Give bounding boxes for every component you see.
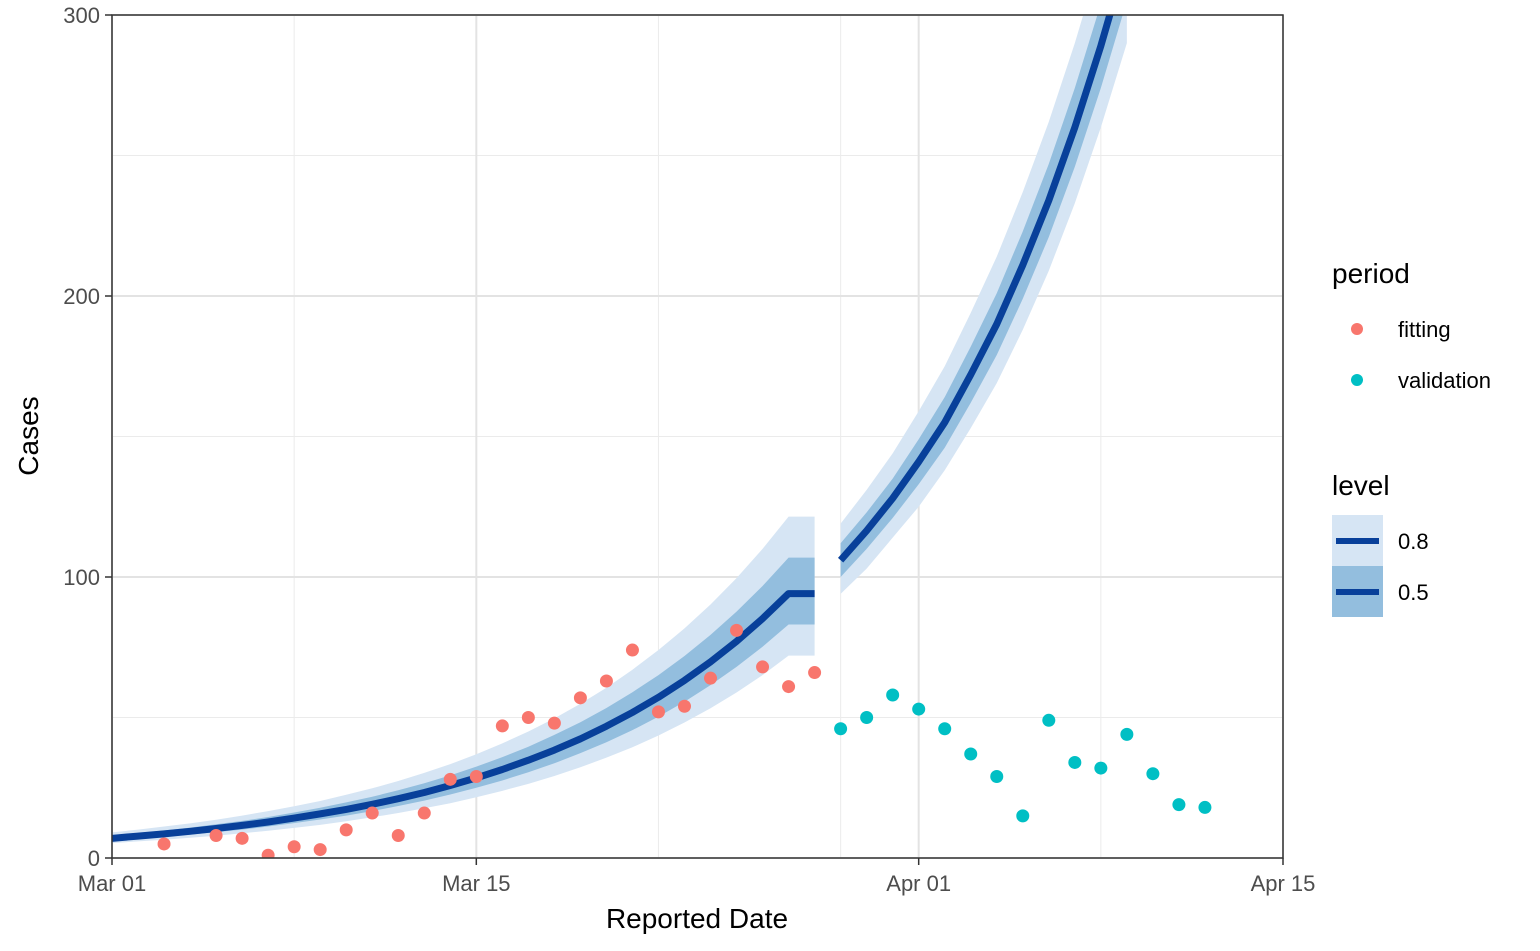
point-fitting [443,772,457,786]
point-fitting [469,770,483,784]
legend-label-80: 0.8 [1398,529,1429,554]
point-fitting [808,666,822,680]
point-validation [1120,727,1134,741]
x-axis: Mar 01 Mar 15 Apr 01 Apr 15 [78,858,1316,896]
point-fitting [599,674,613,688]
point-fitting [677,699,691,713]
y-axis-title: Cases [13,396,44,475]
point-fitting [339,823,353,837]
point-validation [860,711,874,724]
point-validation [912,702,926,716]
legend-title-level: level [1332,470,1390,501]
point-validation [938,722,952,736]
forecast-band-50 [840,15,1123,577]
y-tick-label: 100 [63,565,100,590]
plot-content [112,15,1212,858]
point-fitting [365,806,379,820]
x-tick-label: Apr 01 [886,871,951,896]
point-validation [834,722,848,736]
point-fitting [547,716,561,730]
point-validation [1146,767,1160,781]
point-validation [1198,800,1212,814]
point-fitting [261,848,275,858]
forecast-median-line [837,15,1114,563]
point-validation [1016,809,1030,823]
point-fitting [391,829,405,843]
point-fitting [417,806,431,820]
y-tick-label: 300 [63,3,100,28]
y-tick-label: 0 [88,846,100,871]
point-fitting [157,837,171,851]
legend-label-validation: validation [1398,368,1491,393]
legend-title-period: period [1332,258,1410,289]
point-validation [1172,798,1186,812]
legend-label-50: 0.5 [1398,580,1429,605]
x-tick-label: Mar 01 [78,871,146,896]
fit-median-line [112,590,815,842]
legend: period fitting validation level 0.8 0.5 [1332,258,1491,617]
point-validation [1068,755,1082,769]
point-validation [1094,761,1108,775]
legend-key-fitting [1351,323,1363,335]
y-axis: 0 100 200 300 [63,3,112,871]
point-fitting [521,711,535,724]
point-fitting [235,831,249,845]
legend-label-fitting: fitting [1398,317,1451,342]
point-fitting [730,623,744,637]
x-tick-label: Apr 15 [1251,871,1316,896]
x-axis-title: Reported Date [606,903,788,934]
median-lines [112,15,1114,842]
point-fitting [287,840,301,854]
point-fitting [495,719,509,733]
point-fitting [209,829,223,843]
point-fitting [313,843,327,857]
point-fitting [625,643,639,657]
point-fitting [704,671,718,685]
y-tick-label: 200 [63,284,100,309]
data-points [157,623,1212,858]
point-fitting [651,705,665,719]
point-validation [990,770,1004,784]
plot-border [111,14,1284,859]
point-fitting [756,660,770,674]
point-validation [1042,713,1056,727]
point-validation [886,688,900,702]
x-tick-label: Mar 15 [442,871,510,896]
point-validation [964,747,978,761]
point-fitting [782,680,796,694]
point-fitting [573,691,587,705]
legend-key-validation [1351,374,1363,386]
